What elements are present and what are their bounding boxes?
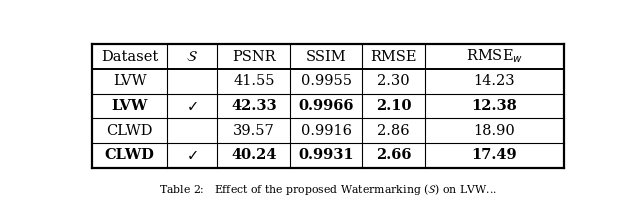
Text: 12.38: 12.38 — [472, 99, 517, 113]
Text: 17.49: 17.49 — [472, 148, 517, 163]
Text: RMSE$_w$: RMSE$_w$ — [466, 48, 523, 65]
Text: RMSE: RMSE — [371, 50, 417, 64]
Text: CLWD: CLWD — [106, 124, 153, 138]
Text: LVW: LVW — [113, 74, 147, 88]
Text: 41.55: 41.55 — [233, 74, 275, 88]
Text: 0.9966: 0.9966 — [298, 99, 354, 113]
Text: 18.90: 18.90 — [474, 124, 515, 138]
Text: 2.66: 2.66 — [376, 148, 412, 163]
Text: SSIM: SSIM — [306, 50, 346, 64]
Text: 0.9931: 0.9931 — [298, 148, 354, 163]
Text: 2.86: 2.86 — [377, 124, 410, 138]
Text: 0.9955: 0.9955 — [301, 74, 351, 88]
Text: 40.24: 40.24 — [231, 148, 276, 163]
Text: 2.10: 2.10 — [376, 99, 412, 113]
Text: Table 2:   Effect of the proposed Watermarking ($\mathcal{S}$) on LVW...: Table 2: Effect of the proposed Watermar… — [159, 182, 497, 196]
Text: $\mathcal{S}$: $\mathcal{S}$ — [186, 50, 198, 64]
Text: $\checkmark$: $\checkmark$ — [186, 99, 198, 113]
Text: 2.30: 2.30 — [377, 74, 410, 88]
Text: Dataset: Dataset — [101, 50, 158, 64]
Text: 14.23: 14.23 — [474, 74, 515, 88]
Text: PSNR: PSNR — [232, 50, 276, 64]
Text: 39.57: 39.57 — [233, 124, 275, 138]
Text: 42.33: 42.33 — [231, 99, 276, 113]
Text: 0.9916: 0.9916 — [301, 124, 351, 138]
Text: CLWD: CLWD — [105, 148, 155, 163]
Text: $\checkmark$: $\checkmark$ — [186, 148, 198, 163]
Text: LVW: LVW — [111, 99, 148, 113]
